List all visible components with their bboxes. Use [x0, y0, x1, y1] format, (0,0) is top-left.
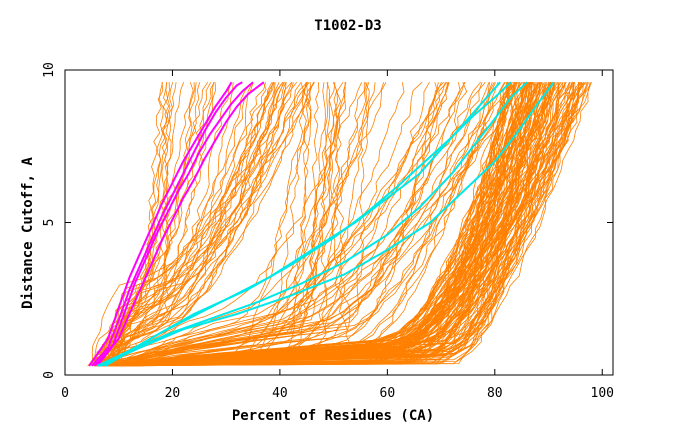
background-curve: [126, 82, 546, 367]
background-curve: [110, 81, 423, 367]
x-axis-label: Percent of Residues (CA): [232, 408, 434, 424]
y-tick-label: 5: [42, 219, 57, 227]
background-curve: [110, 82, 185, 367]
background-curve: [89, 82, 217, 367]
background-curve: [111, 82, 510, 367]
y-axis: 0 5 10: [42, 62, 613, 379]
background-curve: [93, 82, 197, 367]
background-curve: [97, 82, 273, 367]
background-curve: [117, 82, 347, 367]
background-curve: [111, 82, 570, 367]
background-curve: [116, 82, 370, 367]
background-curve: [99, 82, 363, 367]
x-axis: 0 20 40 60 80 100: [61, 70, 614, 401]
y-tick-label: 0: [42, 371, 57, 379]
series-line-magenta-3: [93, 81, 254, 367]
background-curve: [97, 82, 328, 367]
background-curve: [119, 82, 430, 367]
background-curve: [128, 82, 465, 367]
background-curve: [110, 82, 551, 367]
background-curve: [124, 82, 536, 367]
x-tick-label: 60: [380, 386, 396, 401]
background-curve: [124, 82, 312, 367]
background-curve: [131, 82, 448, 367]
background-curve: [124, 82, 570, 367]
series-line-magenta-4: [96, 81, 265, 367]
background-curve: [116, 81, 582, 367]
y-tick-label: 10: [42, 62, 57, 78]
background-curve: [103, 82, 275, 367]
chart-title: T1002-D3: [314, 18, 381, 34]
background-curve: [91, 82, 439, 367]
series-line-magenta-2: [91, 81, 243, 367]
background-curve: [103, 82, 254, 367]
x-tick-label: 80: [487, 386, 503, 401]
background-curve: [103, 82, 575, 367]
y-axis-label: Distance Cutoff, A: [20, 157, 36, 309]
series-line-magenta-1: [88, 81, 233, 367]
background-curve: [135, 82, 461, 367]
background-curve: [106, 81, 283, 367]
background-curve: [96, 82, 314, 367]
x-tick-label: 40: [272, 386, 288, 401]
background-curve: [115, 81, 310, 367]
background-curve: [140, 82, 539, 367]
x-tick-label: 0: [61, 386, 69, 401]
background-curve: [103, 81, 518, 367]
background-curve: [92, 82, 287, 367]
background-curve: [114, 82, 285, 366]
series-line-cyan-4: [104, 81, 501, 367]
background-curve: [95, 82, 439, 367]
x-tick-label: 20: [165, 386, 181, 401]
background-curve: [128, 81, 466, 367]
x-tick-label: 100: [591, 386, 614, 401]
background-curve: [102, 82, 287, 367]
background-curve: [98, 82, 539, 367]
background-curve: [117, 82, 365, 367]
background-curve: [128, 82, 320, 367]
highlight-curves: [88, 81, 555, 367]
background-curve: [126, 82, 537, 367]
background-curve: [93, 82, 195, 367]
series-line-cyan-2: [99, 81, 555, 367]
background-curve: [88, 81, 298, 367]
background-curves: [87, 81, 592, 367]
background-curve: [105, 81, 292, 367]
